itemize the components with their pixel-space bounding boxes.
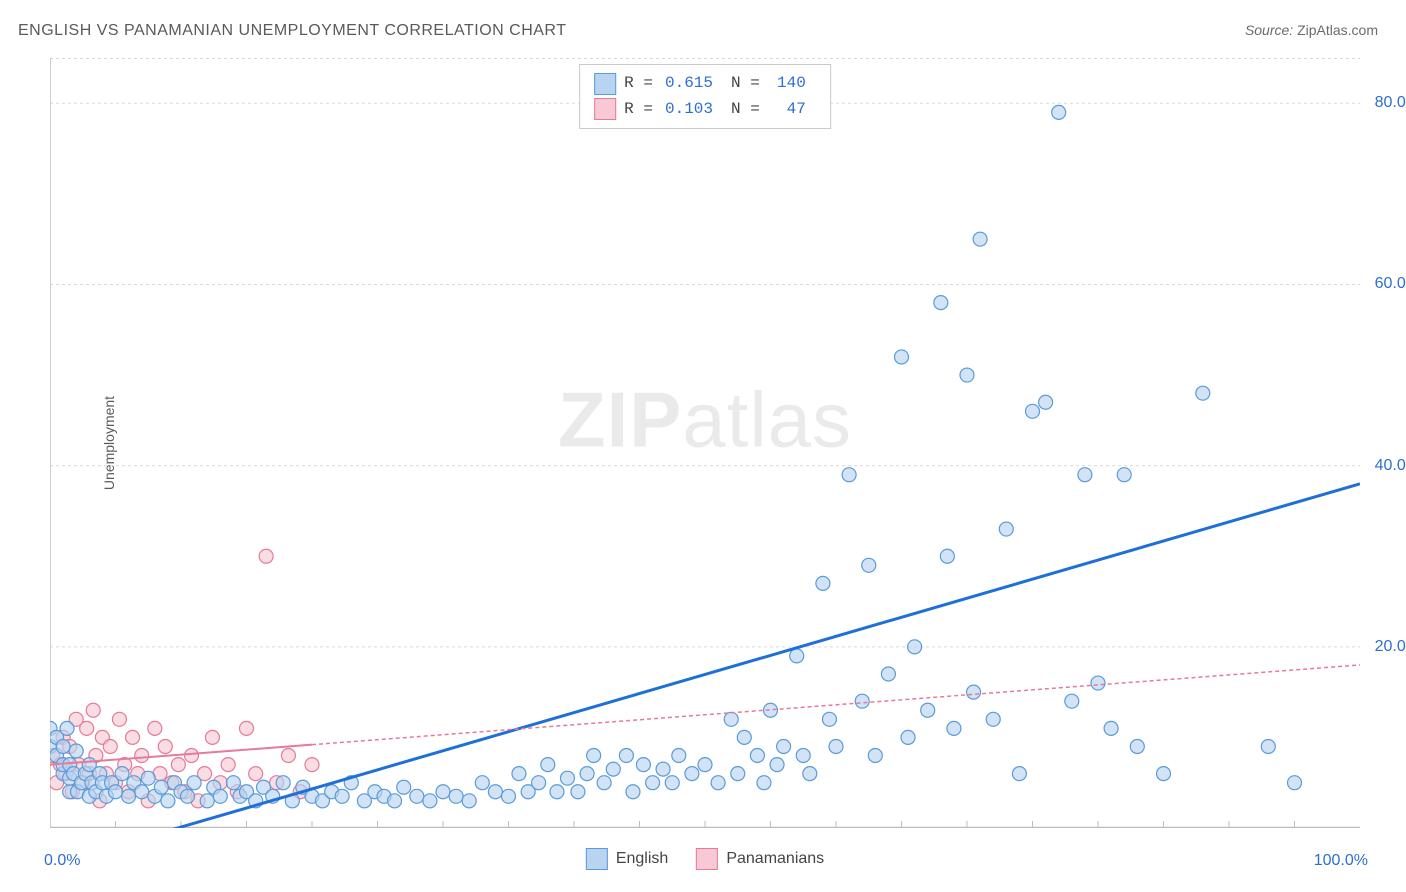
- legend-r-label: R =: [624, 97, 653, 123]
- legend-item: Panamanians: [696, 848, 824, 870]
- y-tick-label: 20.0%: [1375, 638, 1406, 656]
- x-tick-min: 0.0%: [44, 852, 80, 870]
- legend-swatch: [594, 98, 616, 120]
- source-label: Source:: [1245, 22, 1293, 38]
- legend-n-value: 140: [768, 71, 816, 97]
- chart-title: ENGLISH VS PANAMANIAN UNEMPLOYMENT CORRE…: [18, 22, 566, 40]
- legend-swatch: [594, 73, 616, 95]
- legend-label: Panamanians: [726, 850, 824, 868]
- x-tick-max: 100.0%: [1314, 852, 1368, 870]
- y-tick-label: 80.0%: [1375, 94, 1406, 112]
- source-attribution: Source: ZipAtlas.com: [1245, 22, 1378, 38]
- legend-n-value: 47: [768, 97, 816, 123]
- legend-r-value: 0.615: [661, 71, 723, 97]
- legend-r-label: R =: [624, 71, 653, 97]
- legend-label: English: [616, 850, 668, 868]
- y-tick-label: 60.0%: [1375, 275, 1406, 293]
- legend-stat-row: R = 0.615 N = 140: [594, 71, 816, 97]
- legend-stat-row: R = 0.103 N = 47: [594, 97, 816, 123]
- chart-svg: [50, 58, 1360, 828]
- legend-series: English Panamanians: [586, 848, 824, 870]
- legend-swatch: [696, 848, 718, 870]
- plot-area: Unemployment ZIPatlas R =0.615N =140R =0…: [50, 58, 1360, 828]
- source-value: ZipAtlas.com: [1297, 22, 1378, 38]
- legend-n-label: N =: [731, 71, 760, 97]
- legend-item: English: [586, 848, 668, 870]
- legend-stats: R = 0.615 N = 140 R = 0.103 N = 47: [579, 64, 831, 129]
- y-tick-label: 40.0%: [1375, 457, 1406, 475]
- legend-r-value: 0.103: [661, 97, 723, 123]
- legend-swatch: [586, 848, 608, 870]
- legend-n-label: N =: [731, 97, 760, 123]
